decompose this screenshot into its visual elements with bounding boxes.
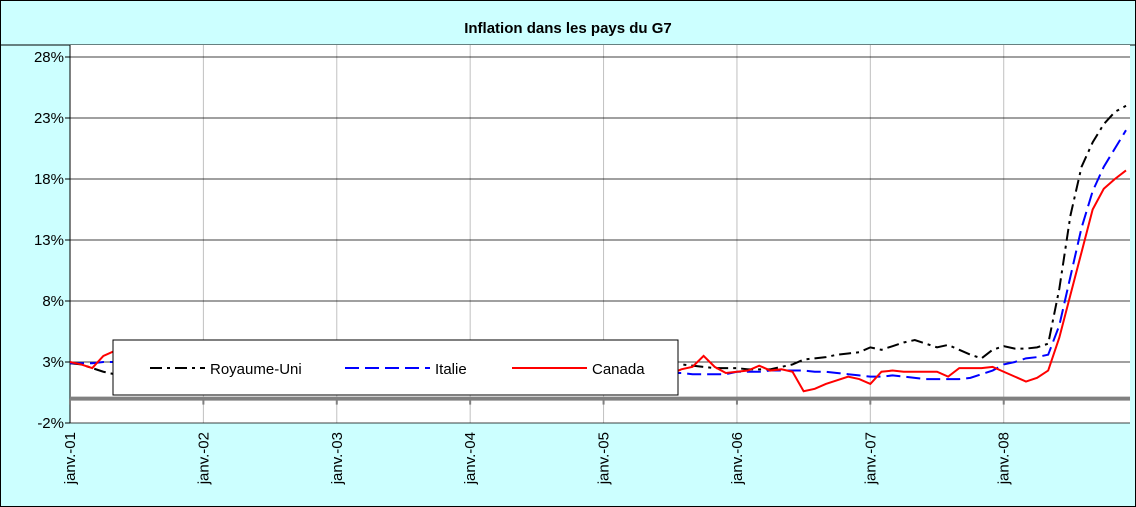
chart-title: Inflation dans les pays du G7 bbox=[464, 20, 672, 37]
x-tick-label: janv.-01 bbox=[62, 432, 79, 485]
legend-label: Italie bbox=[435, 361, 467, 378]
x-tick-label: janv.-02 bbox=[195, 432, 212, 485]
x-tick-label: janv.-05 bbox=[596, 432, 613, 485]
x-tick-label: janv.-08 bbox=[996, 432, 1013, 485]
y-tick-label: 18% bbox=[34, 171, 64, 188]
x-tick-label: janv.-07 bbox=[862, 432, 879, 485]
y-tick-label: 3% bbox=[42, 354, 64, 371]
legend: Royaume-Uni Italie Canada bbox=[112, 339, 679, 396]
x-tick-label: janv.-03 bbox=[329, 432, 346, 485]
y-tick-label: 13% bbox=[34, 232, 64, 249]
y-tick-label: 23% bbox=[34, 110, 64, 127]
y-tick-label: 8% bbox=[42, 293, 64, 310]
y-tick-label: -2% bbox=[37, 415, 64, 432]
legend-label: Canada bbox=[592, 361, 645, 378]
x-tick-label: janv.-06 bbox=[729, 432, 746, 485]
y-tick-label: 28% bbox=[34, 49, 64, 66]
x-tick-label: janv.-04 bbox=[462, 432, 479, 485]
legend-label: Royaume-Uni bbox=[210, 361, 302, 378]
